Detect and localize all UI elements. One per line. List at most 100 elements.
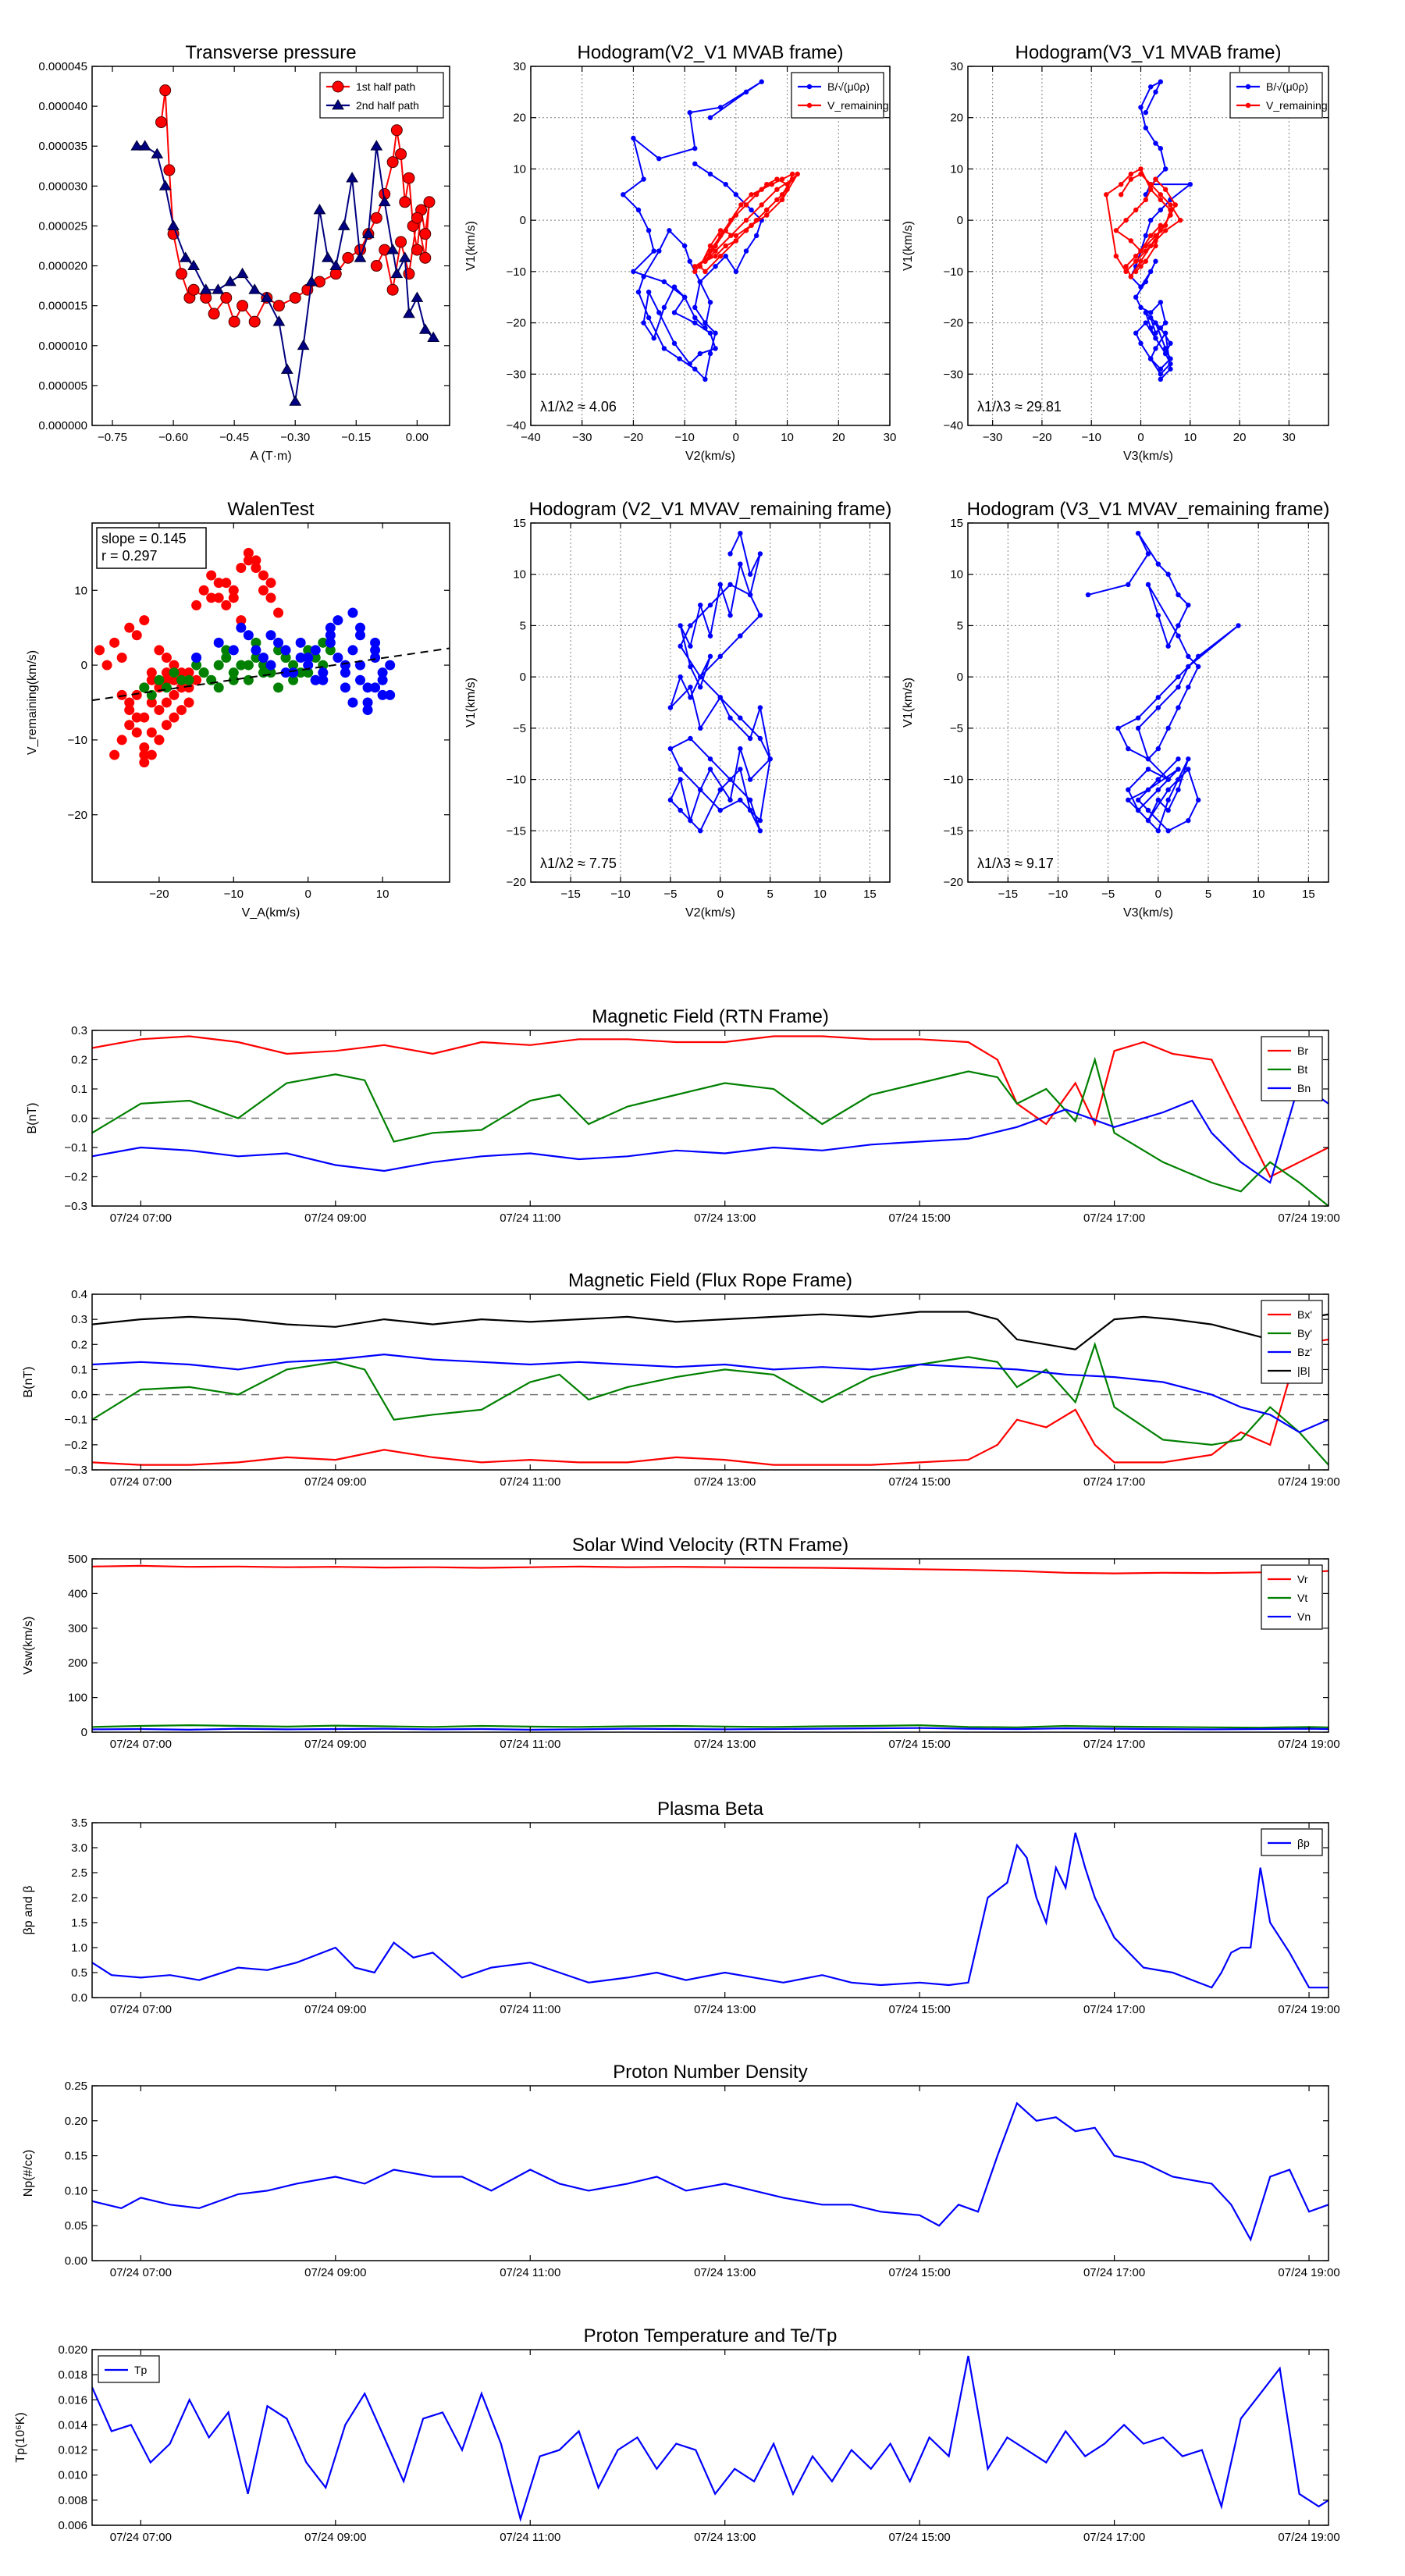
data-point — [303, 660, 314, 671]
data-point — [280, 645, 291, 656]
data-point — [1158, 325, 1164, 331]
legend-marker — [1245, 102, 1251, 109]
x-tick-label: 07/24 09:00 — [304, 1212, 366, 1225]
y-axis-label: V1(km/s) — [902, 678, 915, 728]
data-point — [131, 689, 142, 700]
data-point — [243, 660, 254, 671]
data-point — [1135, 715, 1141, 720]
data-point — [191, 674, 202, 685]
data-point — [1168, 361, 1173, 367]
data-point — [1168, 340, 1173, 347]
chart-title: Proton Number Density — [613, 2062, 807, 2083]
data-point — [747, 797, 753, 803]
series-0 — [155, 84, 436, 328]
data-point — [370, 140, 383, 151]
data-point — [747, 735, 753, 742]
data-point — [116, 653, 127, 663]
data-point — [131, 712, 142, 723]
data-point — [671, 310, 678, 315]
data-point — [228, 645, 239, 656]
legend-marker — [806, 84, 813, 90]
data-point — [698, 725, 703, 731]
data-point — [707, 243, 713, 249]
chart-hv1: −15 −10 −5 0 5 10 15−20−15−10−5051015Hodogram … — [464, 499, 891, 920]
chart-mfrtn: 07/24 07:00 07/24 09:00 07/24 11:00 07/24 1… — [26, 1006, 1340, 1225]
data-point — [1155, 828, 1161, 834]
x-tick-label: 07/24 17:00 — [1083, 1212, 1145, 1225]
data-point — [94, 645, 105, 656]
data-point — [678, 674, 683, 680]
ticks — [968, 66, 1329, 426]
data-point — [1145, 807, 1151, 813]
legend-label: Vt — [1297, 1592, 1307, 1604]
data-point — [757, 735, 763, 742]
axes-frame — [91, 2349, 1329, 2526]
data-point — [385, 689, 396, 700]
data-point — [707, 602, 713, 608]
data-point — [206, 592, 217, 603]
data-point — [163, 164, 176, 176]
x-tick-label: 07/24 19:00 — [1278, 1475, 1339, 1489]
data-point — [779, 197, 785, 203]
y-tick-label: 2.0 — [71, 1891, 87, 1905]
data-point — [738, 797, 743, 803]
x-tick-label: 07/24 17:00 — [1083, 1738, 1145, 1751]
data-point — [707, 767, 713, 772]
chart-title: Plasma Beta — [657, 1799, 764, 1820]
data-point — [1126, 745, 1131, 752]
data-point — [1138, 304, 1144, 311]
data-point — [692, 145, 698, 151]
x-tick-label: 07/24 19:00 — [1278, 2003, 1339, 2016]
data-point — [390, 267, 404, 279]
data-point — [329, 259, 343, 270]
data-point — [1153, 89, 1158, 95]
data-point — [318, 674, 329, 685]
data-point — [692, 366, 698, 372]
y-tick-label: 3.0 — [71, 1841, 87, 1855]
x-tick-label: 20 — [832, 431, 845, 444]
axes-frame — [91, 522, 450, 883]
data-point — [273, 645, 284, 656]
data-point — [707, 300, 713, 305]
data-point — [743, 228, 749, 233]
data-point — [228, 585, 239, 596]
plot-area — [1104, 79, 1193, 382]
data-point — [248, 283, 261, 294]
series-0 — [621, 79, 764, 382]
data-point — [390, 124, 403, 137]
y-tick-label: 10 — [513, 568, 526, 582]
x-tick-label: −0.45 — [219, 431, 249, 444]
x-tick-label: −15 — [998, 888, 1018, 901]
x-tick-label: 07/24 19:00 — [1278, 2531, 1339, 2544]
data-point — [688, 643, 693, 649]
data-point — [1162, 350, 1168, 357]
data-point — [318, 667, 329, 678]
data-point — [1128, 238, 1134, 244]
data-point — [702, 376, 708, 382]
data-point — [687, 361, 692, 367]
y-tick-label: 0 — [81, 1726, 87, 1739]
x-tick-label: 07/24 07:00 — [110, 1475, 172, 1489]
data-point — [764, 181, 770, 187]
data-point — [310, 674, 321, 685]
data-point — [280, 667, 291, 678]
y-tick-label: 0.016 — [58, 2393, 87, 2407]
legend-label: V_remaining — [1266, 99, 1328, 112]
data-point — [698, 674, 703, 680]
x-tick-label: 07/24 09:00 — [304, 1475, 366, 1489]
legend: Bx' By' Bz' |B| — [1261, 1300, 1323, 1384]
data-point — [757, 613, 763, 618]
data-point — [1186, 756, 1191, 762]
chart-pb: 07/24 07:00 07/24 09:00 07/24 11:00 07/24 1… — [22, 1799, 1340, 2016]
series-line — [92, 1727, 1329, 1731]
data-point — [733, 233, 739, 239]
data-point — [1153, 238, 1158, 244]
data-point — [1153, 243, 1158, 249]
data-point — [1177, 217, 1183, 223]
data-point — [1168, 202, 1173, 208]
data-point — [183, 674, 194, 685]
data-point — [1155, 561, 1161, 567]
x-tick-label: 07/24 19:00 — [1278, 1738, 1339, 1751]
data-point — [146, 727, 157, 738]
data-point — [1186, 767, 1191, 772]
